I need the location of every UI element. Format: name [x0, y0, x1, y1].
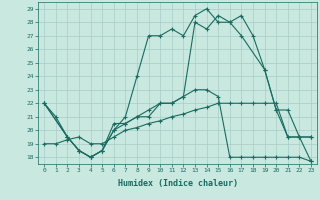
X-axis label: Humidex (Indice chaleur): Humidex (Indice chaleur)	[118, 179, 238, 188]
